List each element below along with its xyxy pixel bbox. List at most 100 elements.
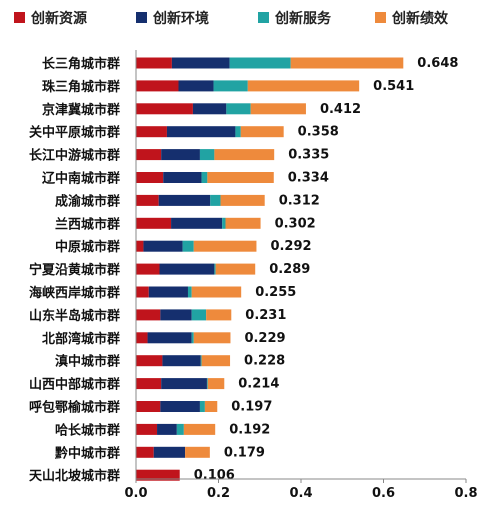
legend-label-3: 创新绩效 <box>391 10 449 27</box>
bar-row: 关中平原城市群 0.358 <box>29 125 339 141</box>
bar-segment-3 <box>185 446 210 458</box>
x-axis: 0.0 0.2 0.4 0.6 0.8 <box>124 50 478 501</box>
x-tick-label: 0.6 <box>372 486 395 501</box>
category-label: 黔中城市群 <box>55 445 120 461</box>
bar-segment-3 <box>191 286 242 298</box>
category-label: 山西中部城市群 <box>29 377 120 393</box>
bar-segment-3 <box>215 263 256 275</box>
category-label: 山东半岛城市群 <box>29 308 120 324</box>
total-label: 0.289 <box>269 262 310 277</box>
total-label: 0.229 <box>244 331 285 346</box>
category-label: 辽中南城市群 <box>42 171 120 187</box>
bar-segment-2 <box>200 355 202 367</box>
bar-segment-3 <box>207 378 225 390</box>
bar-segment-0 <box>136 286 149 298</box>
bar-segment-1 <box>147 332 192 344</box>
category-label: 长三角城市群 <box>42 56 120 72</box>
bar-segment-0 <box>136 332 148 344</box>
bar-segment-0 <box>136 80 179 92</box>
bar-segment-1 <box>157 423 177 435</box>
bar-segment-0 <box>136 172 164 183</box>
bar-row: 山西中部城市群 0.214 <box>29 377 279 393</box>
bar-segment-2 <box>199 401 205 412</box>
bar-segment-2 <box>213 80 248 92</box>
bar-segment-0 <box>136 240 144 252</box>
bar-segment-0 <box>136 194 159 206</box>
bar-row: 中原城市群 0.292 <box>55 239 312 255</box>
total-label: 0.358 <box>298 125 339 140</box>
bar-segment-3 <box>204 401 218 412</box>
bar-segment-1 <box>160 401 200 412</box>
bar-segment-1 <box>160 309 192 321</box>
legend-swatch-0 <box>14 12 25 23</box>
total-label: 0.214 <box>238 377 279 392</box>
category-label: 北部湾城市群 <box>42 331 120 347</box>
bar-segment-0 <box>136 446 154 458</box>
bar-segment-3 <box>214 149 275 161</box>
bar-segment-0 <box>136 103 193 115</box>
total-label: 0.648 <box>417 56 458 71</box>
bar-segment-0 <box>136 57 172 69</box>
total-label: 0.255 <box>255 285 296 300</box>
category-label: 宁夏沿黄城市群 <box>29 262 120 278</box>
total-label: 0.302 <box>275 216 316 231</box>
bar-segment-1 <box>143 240 183 252</box>
bar-row: 滇中城市群 0.228 <box>55 354 285 370</box>
bar-segment-2 <box>206 378 208 390</box>
bar-segment-1 <box>178 80 214 92</box>
bar-segment-0 <box>136 469 180 481</box>
bar-row: 珠三角城市群 0.541 <box>42 79 414 95</box>
category-label: 珠三角城市群 <box>42 79 120 95</box>
category-label: 海峡西岸城市群 <box>29 285 120 301</box>
category-label: 兰西城市群 <box>55 216 120 232</box>
legend-label-1: 创新环境 <box>152 10 209 27</box>
category-label: 京津冀城市群 <box>42 102 120 118</box>
bar-segment-2 <box>201 172 208 183</box>
bar-segment-1 <box>161 378 207 390</box>
bar-segment-1 <box>192 103 227 115</box>
total-label: 0.412 <box>320 102 361 117</box>
total-label: 0.231 <box>245 308 286 323</box>
x-tick-label: 0.4 <box>289 486 312 501</box>
bar-segment-2 <box>214 263 216 275</box>
bar-segment-3 <box>193 240 257 252</box>
bar-segment-3 <box>206 309 232 321</box>
x-tick-label: 0.2 <box>207 486 230 501</box>
bar-row: 海峡西岸城市群 0.255 <box>29 285 296 301</box>
bar-segment-0 <box>136 263 160 275</box>
bar-row: 黔中城市群 0.179 <box>55 445 265 461</box>
bar-row: 兰西城市群 0.302 <box>55 216 316 232</box>
bar-row: 辽中南城市群 0.334 <box>42 171 329 187</box>
total-label: 0.197 <box>231 400 272 415</box>
plot-area: 长三角城市群 0.648 珠三角城市群 0.541 京津冀城市群 0.412 关中平原城市群… <box>29 56 458 484</box>
bar-segment-0 <box>136 401 161 412</box>
bar-segment-3 <box>220 194 265 206</box>
bar-segment-2 <box>187 286 192 298</box>
bar-segment-2 <box>235 126 241 138</box>
legend-swatch-3 <box>375 12 386 23</box>
bar-segment-2 <box>222 217 226 229</box>
total-label: 0.292 <box>270 239 311 254</box>
bar-segment-1 <box>161 149 200 161</box>
bar-segment-0 <box>136 378 162 390</box>
category-label: 呼包鄂榆城市群 <box>29 400 120 416</box>
legend: 创新资源 创新环境 创新服务 创新绩效 <box>14 10 449 27</box>
legend-swatch-1 <box>136 12 147 23</box>
bar-segment-2 <box>226 103 251 115</box>
bar-segment-3 <box>240 126 284 138</box>
bar-segment-3 <box>247 80 360 92</box>
bar-row: 宁夏沿黄城市群 0.289 <box>29 262 310 278</box>
legend-swatch-2 <box>258 12 269 23</box>
category-label: 长江中游城市群 <box>29 148 120 164</box>
bar-segment-0 <box>136 126 167 138</box>
total-label: 0.192 <box>229 422 270 437</box>
category-label: 哈长城市群 <box>55 422 120 438</box>
bar-segment-2 <box>210 194 221 206</box>
bar-row: 京津冀城市群 0.412 <box>42 102 361 118</box>
category-label: 成渝城市群 <box>55 193 120 209</box>
bar-segment-2 <box>191 332 194 344</box>
bar-segment-1 <box>162 355 201 367</box>
bar-segment-1 <box>166 126 236 138</box>
bar-row: 长江中游城市群 0.335 <box>29 148 329 164</box>
